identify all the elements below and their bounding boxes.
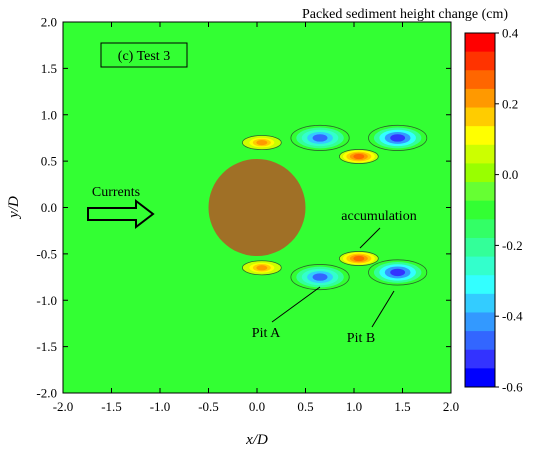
colorbar-tick-label: 0.2 [502, 96, 518, 111]
x-tick-label: 0.0 [249, 399, 265, 414]
y-tick-label: 1.5 [41, 61, 57, 76]
contour-feature [368, 259, 428, 286]
colorbar-band [465, 368, 495, 388]
colorbar-band [465, 163, 495, 183]
contour-feature [338, 149, 379, 164]
contour-feature [241, 135, 282, 151]
colorbar-band [465, 70, 495, 90]
colorbar-band [465, 107, 495, 127]
pit-b-pointer [371, 290, 395, 328]
pit-a-label: Pit A [252, 326, 281, 341]
colorbar-ticks: 0.4 0.2 0.0 -0.2 -0.4 -0.6 [495, 26, 523, 395]
colorbar-band [465, 293, 495, 313]
colorbar-tick-label: 0.0 [502, 167, 518, 182]
y-tick-label: 0.5 [41, 154, 57, 169]
colorbar-tick-label: 0.4 [502, 26, 519, 41]
y-tick-label: -2.0 [36, 386, 57, 401]
contour-level [353, 255, 365, 262]
colorbar-title: Packed sediment height change (cm) [302, 7, 508, 22]
colorbar-band [465, 88, 495, 109]
colorbar-band [465, 331, 495, 351]
colorbar-band [465, 275, 495, 295]
x-tick-label: 1.5 [394, 399, 410, 414]
contour-level [390, 268, 406, 277]
x-tick-label: -2.0 [53, 399, 74, 414]
colorbar-band [465, 126, 495, 146]
colorbar-band [465, 200, 495, 220]
y-axis-ticks: 2.0 1.5 1.0 0.5 0.0 -0.5 -1.0 -1.5 -2.0 [36, 15, 451, 401]
colorbar-band [465, 182, 495, 202]
colorbar-band [465, 256, 495, 276]
colorbar-frame [464, 32, 496, 388]
pit-b-label: Pit B [347, 331, 375, 346]
contour-feature [338, 251, 379, 266]
contour-feature [290, 264, 350, 291]
x-tick-label: 1.0 [346, 399, 362, 414]
x-axis-ticks: -2.0 -1.5 -1.0 -0.5 0.0 0.5 1.0 1.5 2.0 [53, 22, 459, 414]
y-tick-label: 2.0 [41, 15, 57, 30]
x-tick-label: -1.0 [150, 399, 171, 414]
colorbar-tick-label: -0.2 [502, 238, 523, 253]
x-tick-label: -0.5 [198, 399, 219, 414]
colorbar-band [465, 349, 495, 369]
x-axis-label: x/D [245, 432, 268, 448]
y-tick-label: 0.0 [41, 200, 57, 215]
pit-a-pointer [271, 286, 321, 323]
colorbar-tick-label: -0.6 [502, 380, 523, 395]
colorbar-band [465, 144, 495, 164]
contour-feature [290, 124, 350, 151]
cylinder [208, 159, 306, 256]
currents-arrow [87, 198, 155, 230]
y-axis-label: y/D [6, 196, 22, 220]
colorbar-band [465, 219, 495, 239]
colorbar-band [465, 237, 495, 258]
currents-label: Currents [92, 185, 140, 200]
panel-label: (c) Test 3 [118, 49, 170, 64]
contour-level [256, 265, 268, 271]
panel-label-box [100, 42, 188, 68]
contour-level [312, 134, 328, 142]
accumulation-pointer [359, 227, 381, 249]
colorbar-band [465, 33, 495, 53]
contour-level [312, 273, 328, 281]
contour-level [390, 134, 406, 142]
y-tick-label: 1.0 [41, 107, 57, 122]
contour-level [353, 153, 365, 160]
colorbar-band [465, 51, 495, 71]
colorbar [465, 33, 495, 388]
x-tick-label: -1.5 [101, 399, 122, 414]
contour-level [256, 139, 268, 146]
accumulation-label: accumulation [341, 209, 416, 224]
y-tick-label: -1.0 [36, 293, 57, 308]
contour-feature [368, 124, 428, 151]
y-tick-label: -1.5 [36, 339, 57, 354]
contour-feature [241, 260, 282, 276]
colorbar-band [465, 312, 495, 332]
x-tick-label: 2.0 [443, 399, 459, 414]
contour-features [208, 124, 428, 291]
x-tick-label: 0.5 [297, 399, 313, 414]
y-tick-label: -0.5 [36, 246, 57, 261]
colorbar-tick-label: -0.4 [502, 309, 523, 324]
